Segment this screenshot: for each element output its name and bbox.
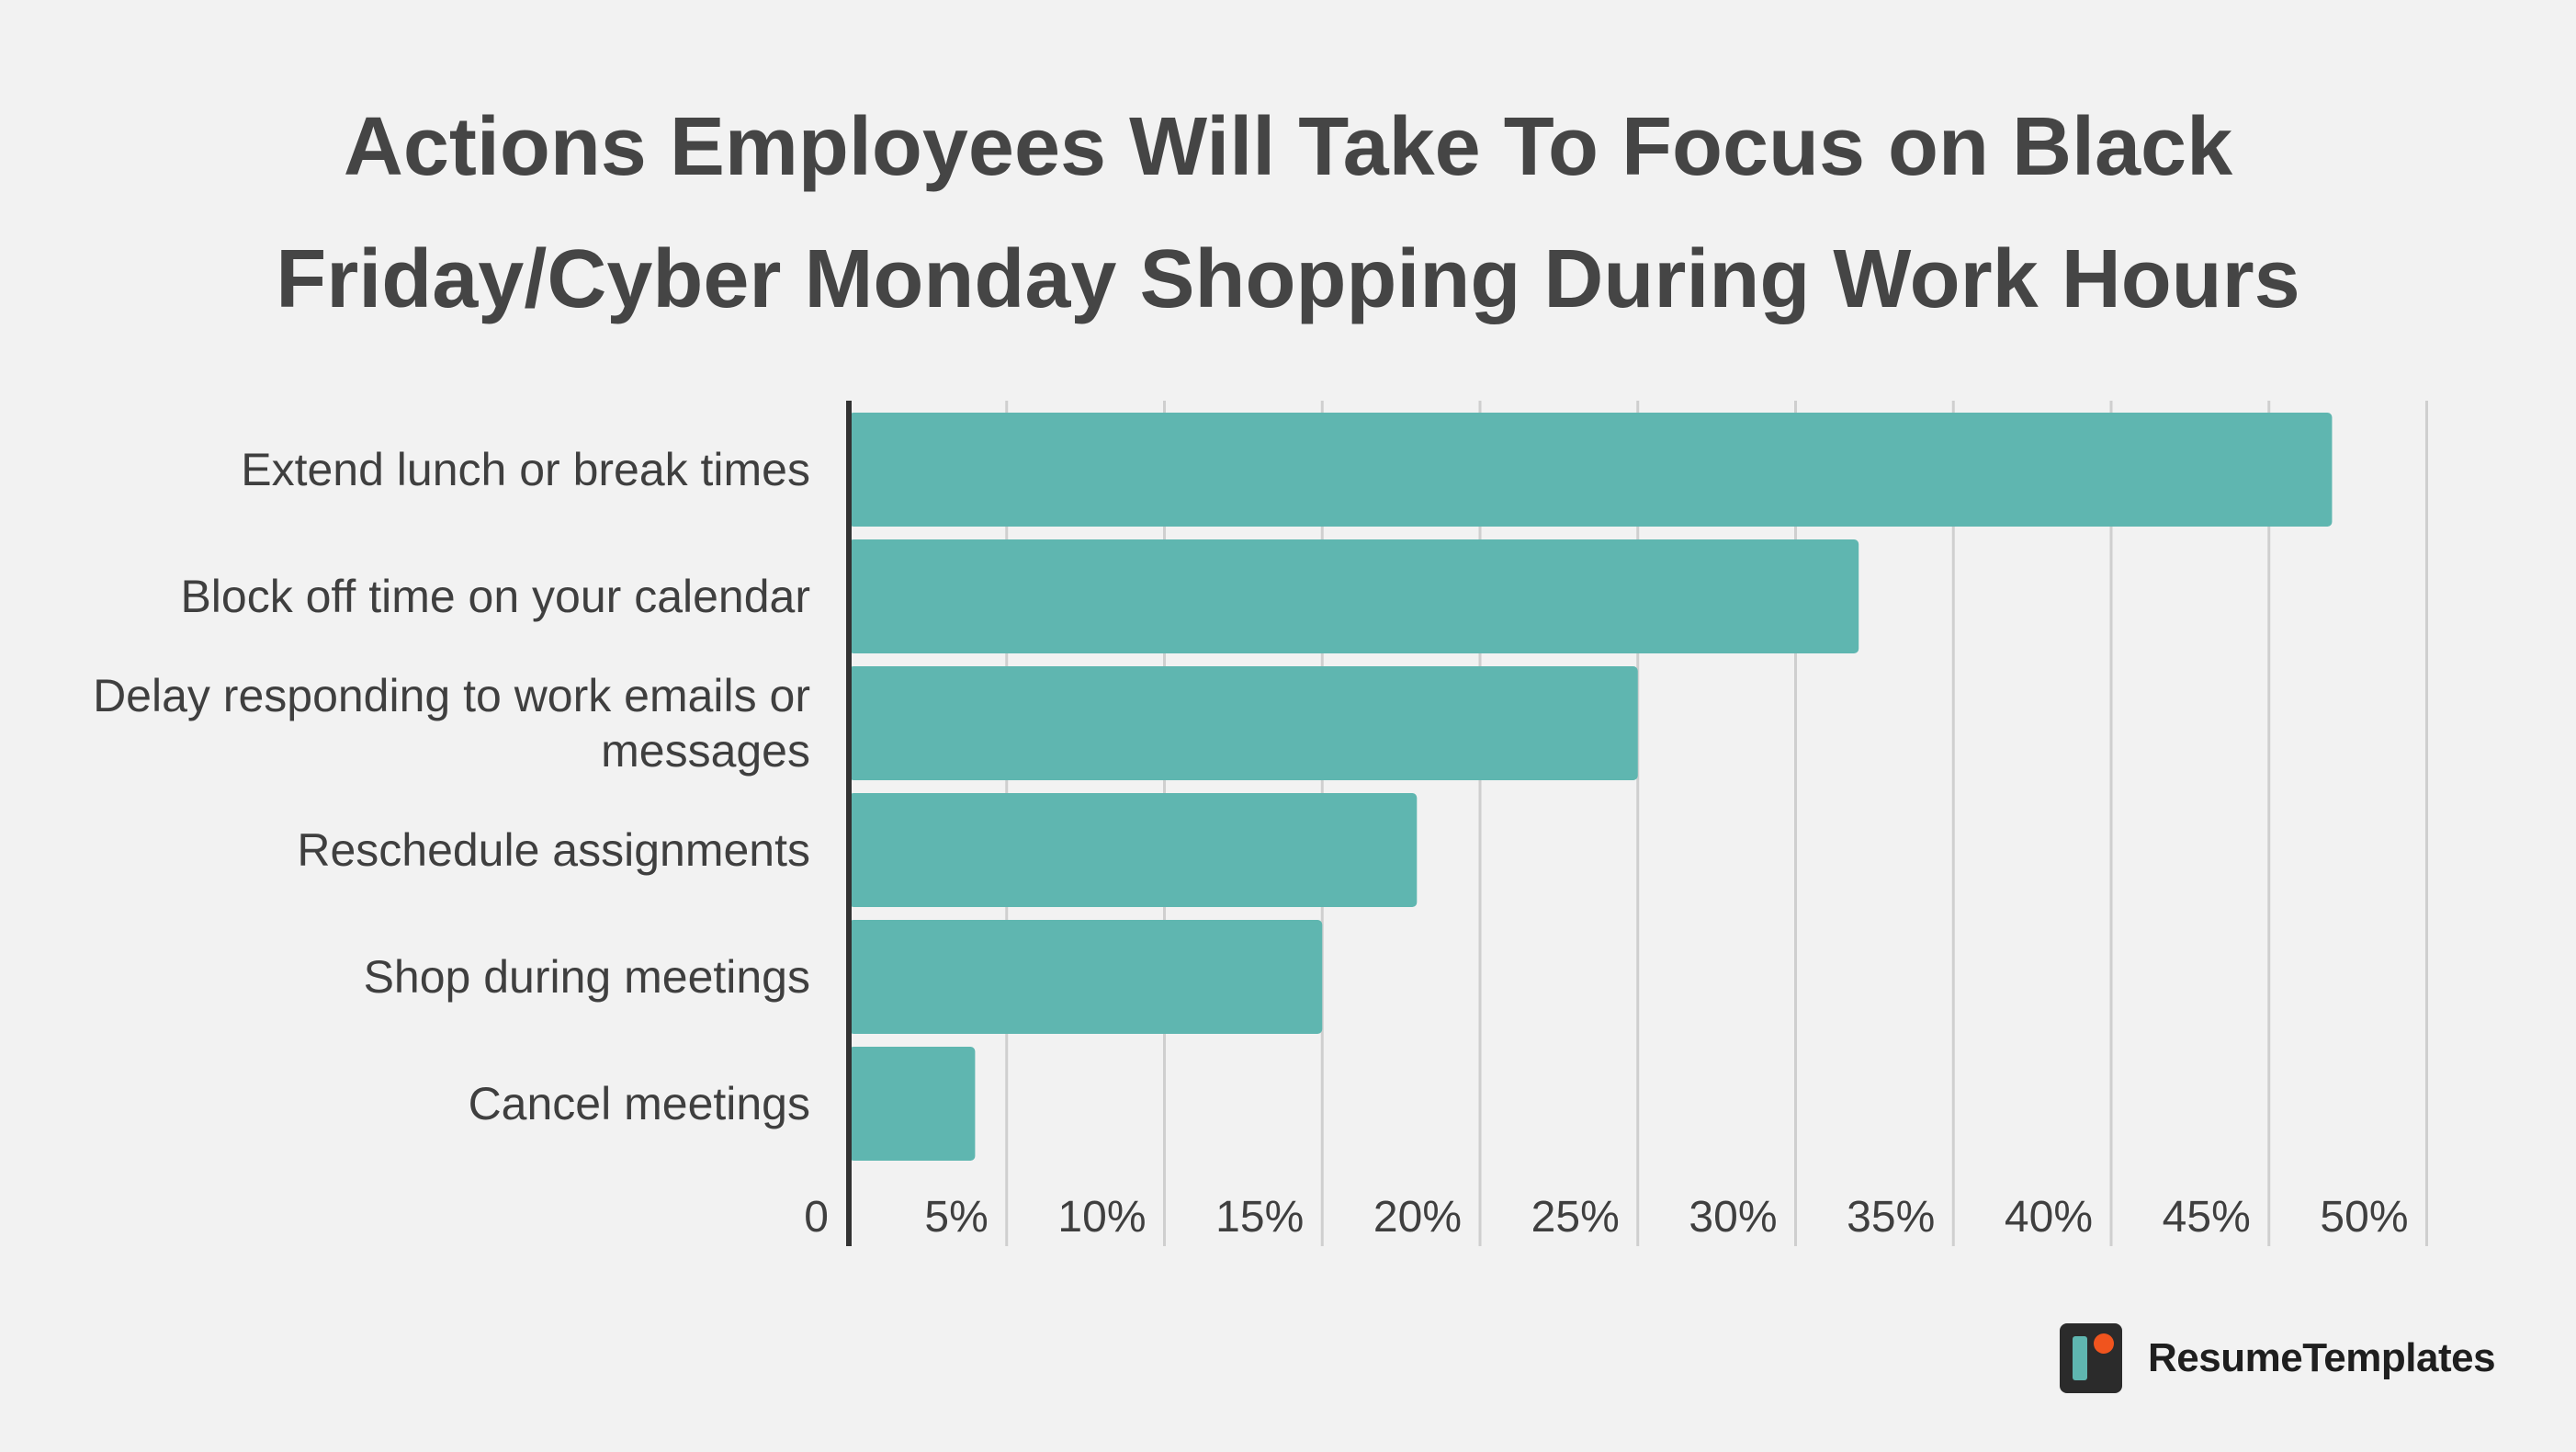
bars	[849, 413, 2333, 1161]
x-tick-label: 40%	[2005, 1193, 2093, 1242]
x-tick-label: 20%	[1373, 1193, 1462, 1242]
x-tick-labels: 0 5% 10% 15% 20% 25% 30% 35% 40% 45% 50%	[804, 1193, 2408, 1242]
category-label: Reschedule assignments	[297, 824, 810, 876]
resume-templates-logo-icon	[2060, 1323, 2122, 1393]
category-labels: Extend lunch or break times Block off tim…	[93, 444, 810, 1129]
x-tick-label: 50%	[2320, 1193, 2408, 1242]
x-tick-label: 30%	[1689, 1193, 1777, 1242]
bar	[849, 793, 1418, 907]
x-tick-label: 25%	[1531, 1193, 1620, 1242]
bar	[849, 413, 2333, 527]
category-label: messages	[601, 725, 810, 777]
x-tick-label: 35%	[1847, 1193, 1935, 1242]
x-tick-label: 15%	[1215, 1193, 1304, 1242]
chart-title: Actions Employees Will Take To Focus on …	[0, 81, 2576, 346]
category-label: Cancel meetings	[469, 1078, 810, 1129]
x-tick-label: 10%	[1057, 1193, 1146, 1242]
brand: ResumeTemplates	[2060, 1323, 2496, 1393]
bar	[849, 920, 1323, 1034]
category-label: Shop during meetings	[364, 951, 810, 1003]
x-tick-label: 0	[804, 1193, 829, 1242]
bar	[849, 1047, 976, 1161]
chart-title-line: Friday/Cyber Monday Shopping During Work…	[276, 233, 2300, 325]
category-label: Extend lunch or break times	[241, 444, 810, 495]
category-label: Block off time on your calendar	[180, 571, 810, 622]
chart-title-line: Actions Employees Will Take To Focus on …	[343, 101, 2233, 193]
brand-name: ResumeTemplates	[2148, 1335, 2496, 1380]
bar	[849, 666, 1638, 780]
x-tick-label: 45%	[2163, 1193, 2251, 1242]
bar	[849, 539, 1859, 653]
category-label: Delay responding to work emails or	[93, 670, 810, 721]
x-tick-label: 5%	[924, 1193, 988, 1242]
